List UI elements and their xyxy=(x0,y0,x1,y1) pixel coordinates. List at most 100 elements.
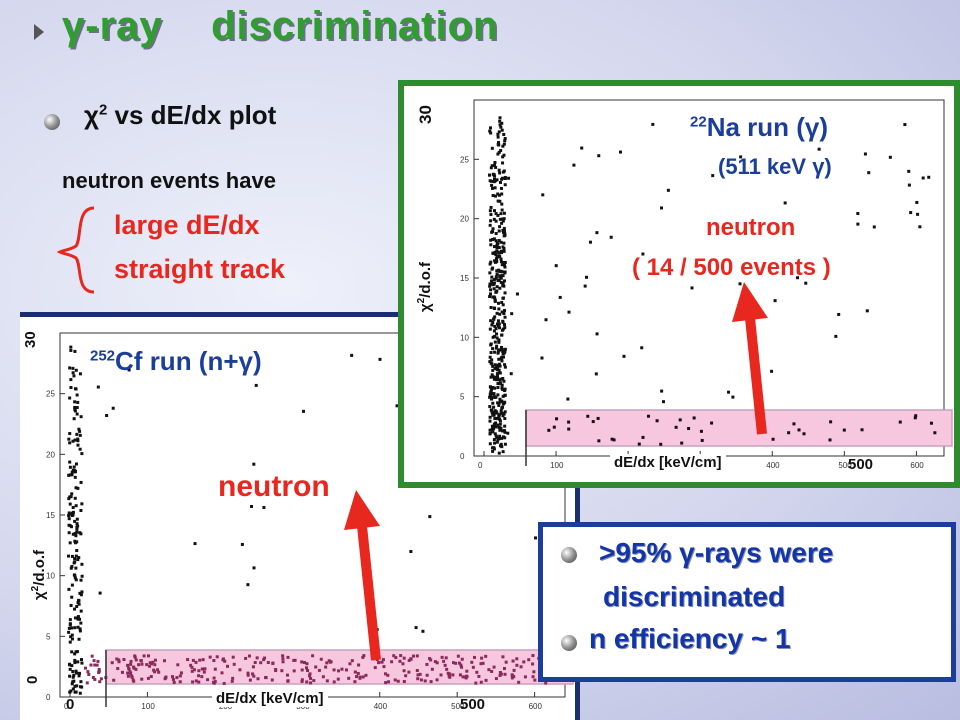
data-point xyxy=(503,260,507,264)
data-point xyxy=(73,616,77,620)
data-point xyxy=(523,675,527,679)
data-point xyxy=(292,669,296,673)
data-point xyxy=(502,132,506,136)
data-point xyxy=(496,279,500,283)
cut-region xyxy=(525,409,953,447)
data-point xyxy=(409,657,413,661)
data-point xyxy=(332,680,336,684)
y-tick-label: 25 xyxy=(460,155,469,164)
data-point xyxy=(213,680,217,684)
data-point xyxy=(497,425,501,429)
data-point xyxy=(488,428,492,432)
data-point xyxy=(494,425,498,429)
data-point xyxy=(68,396,72,400)
data-point xyxy=(493,163,497,167)
data-point xyxy=(594,372,598,376)
data-point xyxy=(502,169,506,173)
data-point xyxy=(254,383,258,387)
data-point xyxy=(915,200,919,204)
data-point xyxy=(67,587,71,591)
data-point xyxy=(495,249,499,253)
data-point xyxy=(240,542,244,546)
summary-bullet-icon-2 xyxy=(561,635,577,651)
data-point xyxy=(411,654,415,658)
data-point xyxy=(126,663,130,667)
data-point xyxy=(510,312,514,316)
data-point xyxy=(497,340,501,344)
data-point xyxy=(72,561,76,565)
data-point xyxy=(140,662,144,666)
data-point xyxy=(488,415,492,419)
data-point xyxy=(495,332,499,336)
data-point xyxy=(499,356,503,360)
data-point xyxy=(439,673,443,677)
data-point xyxy=(503,265,507,269)
data-point xyxy=(85,681,89,685)
data-point xyxy=(502,351,506,355)
data-point xyxy=(499,345,503,349)
data-point xyxy=(78,591,82,595)
data-point xyxy=(488,295,492,299)
data-point xyxy=(384,681,388,685)
data-point xyxy=(80,562,84,566)
data-point xyxy=(398,659,402,663)
data-point xyxy=(500,377,504,381)
data-point xyxy=(699,429,703,433)
data-point xyxy=(457,661,461,665)
data-point xyxy=(399,654,403,658)
data-point xyxy=(491,368,495,372)
data-point xyxy=(68,690,72,694)
data-point xyxy=(489,351,493,355)
data-point xyxy=(567,310,571,314)
data-point xyxy=(445,667,449,671)
data-point xyxy=(498,275,502,279)
data-point xyxy=(146,654,150,658)
data-point xyxy=(75,650,79,654)
data-point xyxy=(488,355,492,359)
cf-neutron-label: neutron xyxy=(218,470,330,503)
data-point xyxy=(501,161,505,165)
data-point xyxy=(429,680,433,684)
data-point xyxy=(67,531,71,535)
data-point xyxy=(496,213,500,217)
data-point xyxy=(201,658,205,662)
data-point xyxy=(76,439,80,443)
data-point xyxy=(496,438,500,442)
data-point xyxy=(588,240,592,244)
data-point xyxy=(497,239,501,243)
data-point xyxy=(77,556,81,560)
data-point xyxy=(491,449,495,453)
data-point xyxy=(493,417,497,421)
cf-run-text: Cf run (n+γ) xyxy=(115,346,262,376)
data-point xyxy=(68,541,72,545)
data-point xyxy=(98,680,102,684)
data-point xyxy=(139,659,143,663)
data-point xyxy=(305,666,309,670)
data-point xyxy=(194,679,198,683)
data-point xyxy=(425,662,429,666)
data-point xyxy=(497,246,501,250)
data-point xyxy=(220,671,224,675)
data-point xyxy=(842,428,846,432)
data-point xyxy=(787,431,791,435)
cf-y-bottom: 0 xyxy=(24,675,41,684)
data-point xyxy=(495,272,499,276)
data-point xyxy=(489,343,493,347)
data-point xyxy=(110,661,114,665)
data-point xyxy=(73,658,77,662)
data-point xyxy=(490,186,494,190)
data-point xyxy=(105,414,109,418)
data-point xyxy=(348,662,352,666)
x-tick-label: 100 xyxy=(141,702,155,711)
data-point xyxy=(353,670,357,674)
data-point xyxy=(499,260,503,264)
data-point xyxy=(872,225,876,229)
data-point xyxy=(93,663,97,667)
data-point xyxy=(541,193,545,197)
x-tick-label: 600 xyxy=(529,702,543,711)
data-point xyxy=(488,327,492,331)
data-point xyxy=(532,670,536,674)
data-point xyxy=(660,206,664,210)
data-point xyxy=(502,355,506,359)
na-neutron-label: neutron xyxy=(706,214,796,241)
